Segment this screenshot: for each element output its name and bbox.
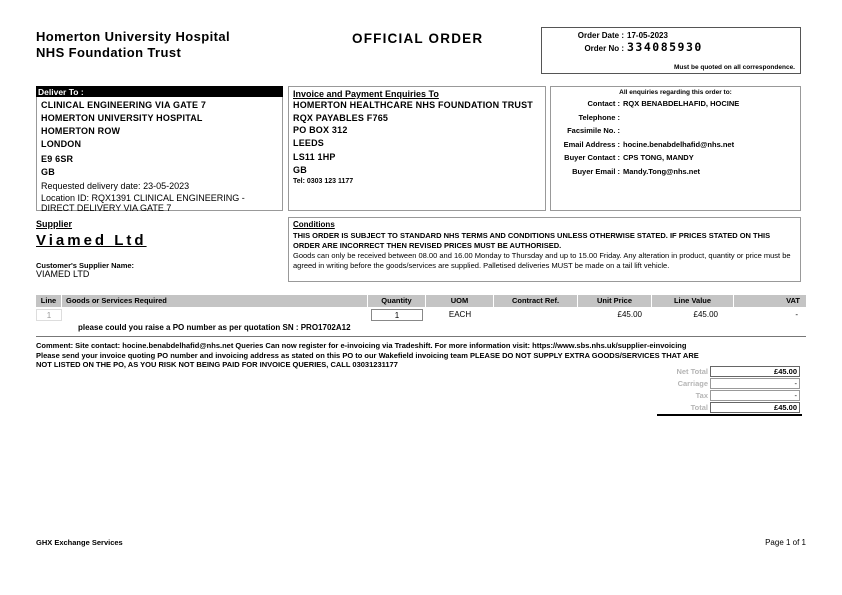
- email-label: Email Address :: [563, 139, 620, 149]
- order-date-value: 17-05-2023: [627, 31, 668, 40]
- carriage-label: Carriage: [677, 378, 708, 388]
- cell-vat: -: [795, 310, 798, 319]
- invoice-postcode: LS11 1HP: [293, 152, 336, 162]
- deliver-to-box: CLINICAL ENGINEERING VIA GATE 7 HOMERTON…: [36, 97, 283, 213]
- header-uom: UOM: [426, 295, 494, 307]
- comment-block: Comment: Site contact: hocine.benabdelha…: [36, 341, 699, 369]
- supplier-name: Viamed Ltd: [36, 232, 147, 249]
- order-line-table: Line Goods or Services Required Quantity…: [36, 295, 806, 337]
- customer-supplier-name: VIAMED LTD: [36, 269, 90, 279]
- order-no-value: 334085930: [627, 40, 703, 54]
- contact-value: RQX BENABDELHAFID, HOCINE: [623, 99, 740, 108]
- invoice-enquiries-title: Invoice and Payment Enquiries To: [293, 89, 439, 99]
- enquiry-row-telephone: Telephone :: [557, 113, 794, 122]
- cell-line-number: 1: [36, 308, 62, 321]
- net-total-value: £45.00: [710, 366, 800, 377]
- totals-section: Net Total £45.00 Carriage - Tax - Total …: [640, 366, 802, 416]
- deliver-postcode: E9 6SR: [41, 154, 74, 164]
- conditions-box: Conditions THIS ORDER IS SUBJECT TO STAN…: [288, 217, 801, 282]
- invoice-telephone: Tel: 0303 123 1177: [293, 178, 354, 185]
- order-enquiries-box: All enquiries regarding this order to: C…: [550, 86, 801, 211]
- enquiry-row-buyer-contact: Buyer Contact : CPS TONG, MANDY: [557, 153, 794, 162]
- invoice-address-line: HOMERTON HEALTHCARE NHS FOUNDATION TRUST: [293, 100, 533, 110]
- invoice-address-line: LEEDS: [293, 137, 325, 148]
- invoice-enquiries-box: Invoice and Payment Enquiries To HOMERTO…: [288, 86, 546, 211]
- order-info-box: Order Date : 17-05-2023 Order No : 33408…: [541, 27, 801, 74]
- supplier-section-title: Supplier: [36, 219, 73, 229]
- header-line: Line: [36, 295, 62, 307]
- header-goods: Goods or Services Required: [62, 295, 368, 307]
- quantity-value-box: 1: [371, 308, 423, 321]
- table-row: 1 1 EACH £45.00 £45.00 -: [36, 308, 806, 321]
- email-value: hocine.benabdelhafid@nhs.net: [623, 139, 735, 149]
- buyer-contact-value: CPS TONG, MANDY: [623, 153, 694, 162]
- order-date-label: Order Date :: [577, 31, 624, 40]
- order-no-row: Order No : 334085930: [547, 40, 795, 54]
- line-item-description: please could you raise a PO number as pe…: [78, 323, 351, 332]
- buyer-email-label: Buyer Email :: [572, 166, 620, 176]
- header-vat: VAT: [786, 296, 800, 305]
- trust-name: Homerton University Hospital NHS Foundat…: [36, 29, 230, 60]
- invoice-address-line: PO BOX 312: [293, 125, 348, 135]
- deliver-to-header: Deliver To :: [36, 86, 283, 97]
- customer-supplier-label: Customer's Supplier Name:: [36, 261, 135, 270]
- deliver-address-line: CLINICAL ENGINEERING VIA GATE 7: [41, 100, 207, 110]
- enquiry-row-facsimile: Facsimile No. :: [557, 126, 794, 135]
- deliver-address-line: LONDON: [41, 139, 82, 149]
- invoice-address-line: RQX PAYABLES F765: [293, 112, 389, 123]
- footer-service-name: GHX Exchange Services: [36, 538, 123, 547]
- deliver-address-line: HOMERTON ROW: [41, 126, 121, 136]
- carriage-row: Carriage -: [640, 378, 802, 389]
- conditions-title: Conditions: [293, 220, 335, 229]
- order-no-label: Order No :: [584, 44, 624, 53]
- facsimile-label: Facsimile No. :: [567, 126, 620, 135]
- invoice-country: GB: [293, 164, 307, 175]
- page-title: OFFICIAL ORDER: [352, 31, 484, 46]
- tax-value: -: [710, 390, 800, 401]
- cell-unit-price: £45.00: [617, 310, 642, 319]
- net-total-label: Net Total: [676, 366, 708, 376]
- header-contract-ref: Contract Ref.: [494, 295, 578, 307]
- cell-uom: EACH: [448, 310, 472, 319]
- header-quantity: Quantity: [368, 295, 426, 307]
- enquiries-heading: All enquiries regarding this order to:: [619, 89, 732, 96]
- total-value: £45.00: [710, 402, 800, 413]
- net-total-row: Net Total £45.00: [640, 366, 802, 377]
- conditions-paragraph-1: THIS ORDER IS SUBJECT TO STANDARD NHS TE…: [293, 231, 771, 250]
- total-underline: [657, 414, 802, 416]
- cell-quantity: 1: [368, 308, 426, 321]
- cell-line-value: £45.00: [693, 310, 718, 319]
- buyer-contact-label: Buyer Contact :: [564, 153, 620, 162]
- location-id: Location ID: RQX1391 CLINICAL ENGINEERIN…: [41, 193, 245, 213]
- buyer-email-value: Mandy.Tong@nhs.net: [623, 166, 701, 176]
- header-line-value: Line Value: [652, 295, 734, 307]
- tax-row: Tax -: [640, 390, 802, 401]
- telephone-label: Telephone :: [578, 112, 620, 122]
- header-unit-price: Unit Price: [578, 295, 652, 307]
- footer-page-number: Page 1 of 1: [765, 538, 806, 547]
- enquiry-row-contact: Contact : RQX BENABDELHAFID, HOCINE: [557, 99, 794, 108]
- enquiry-row-buyer-email: Buyer Email : Mandy.Tong@nhs.net: [557, 167, 794, 176]
- enquiry-row-email: Email Address : hocine.benabdelhafid@nhs…: [557, 140, 794, 149]
- deliver-address-line: HOMERTON UNIVERSITY HOSPITAL: [41, 113, 203, 123]
- deliver-country: GB: [41, 167, 55, 177]
- contact-label: Contact :: [587, 99, 621, 108]
- table-header-row: Line Goods or Services Required Quantity…: [36, 295, 806, 307]
- requested-delivery-date: Requested delivery date: 23-05-2023: [41, 181, 190, 191]
- order-note: Must be quoted on all correspondence.: [674, 64, 795, 71]
- conditions-paragraph-2: Goods can only be received between 08.00…: [293, 251, 791, 270]
- total-row: Total £45.00: [640, 402, 802, 413]
- total-label: Total: [690, 402, 708, 412]
- carriage-value: -: [710, 378, 800, 389]
- table-bottom-rule: [36, 336, 806, 337]
- order-date-row: Order Date : 17-05-2023: [547, 31, 795, 40]
- tax-label: Tax: [695, 390, 708, 400]
